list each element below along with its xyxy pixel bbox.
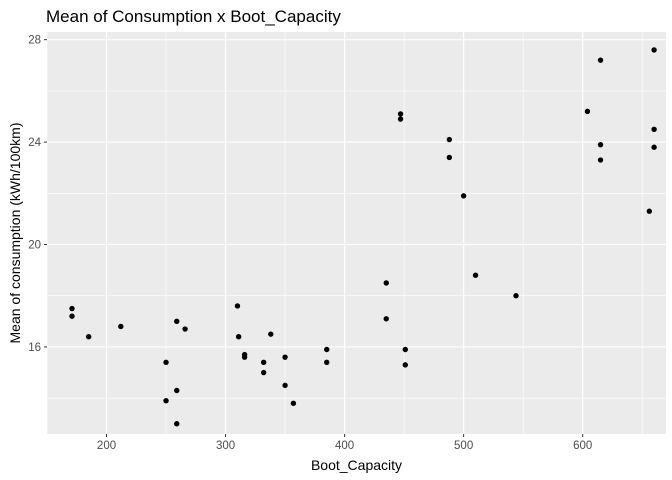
y-tick-label: 16 [28,342,41,354]
y-tick-label: 20 [28,240,41,252]
minor-gridlines [46,32,666,434]
x-tick-label: 200 [97,440,116,452]
data-point [651,126,657,132]
data-point [260,369,267,376]
major-gridlines [47,32,666,434]
data-point [85,334,92,340]
data-point [397,116,404,122]
data-point [646,208,653,214]
y-axis-ticks: 16 20 24 28 [28,35,47,354]
data-point [383,316,389,322]
data-points [69,47,657,427]
data-point [235,334,242,340]
x-tick-label: 300 [216,440,235,452]
data-point [383,280,389,286]
data-point [268,331,274,337]
data-point [69,313,75,319]
data-point [282,382,288,389]
data-point [118,323,124,330]
data-point [651,144,657,150]
data-point [402,346,409,353]
x-tick-label: 600 [573,440,592,452]
data-point [163,359,169,366]
data-point [397,111,404,117]
data-point [472,272,479,278]
data-point [174,318,180,325]
plot-panel [47,32,666,434]
data-point [446,136,453,143]
data-point [324,359,330,366]
data-point [174,387,180,394]
data-point [597,157,604,163]
data-point [402,362,409,368]
x-axis-ticks: 200 300 400 500 600 [97,434,592,452]
x-axis-label: Boot_Capacity [311,457,402,473]
data-point [234,303,241,309]
y-tick-label: 24 [28,137,41,149]
data-point [460,193,467,199]
data-point [584,108,591,115]
data-point [290,400,297,406]
y-axis-label: Mean of consumption (kWh/100km) [7,123,23,344]
data-point [163,398,169,404]
x-tick-label: 500 [454,440,473,452]
data-point [182,326,188,332]
data-point [446,154,453,161]
data-point [513,293,519,299]
data-point [260,359,267,366]
y-tick-label: 28 [28,35,41,47]
data-point [241,354,248,360]
data-point [651,47,657,53]
data-point [174,421,180,427]
data-point [324,346,330,353]
data-point [69,305,75,312]
data-point [282,354,288,360]
data-point [597,141,604,148]
x-tick-label: 400 [335,440,354,452]
data-point [597,57,604,63]
chart-title: Mean of Consumption x Boot_Capacity [46,7,341,26]
